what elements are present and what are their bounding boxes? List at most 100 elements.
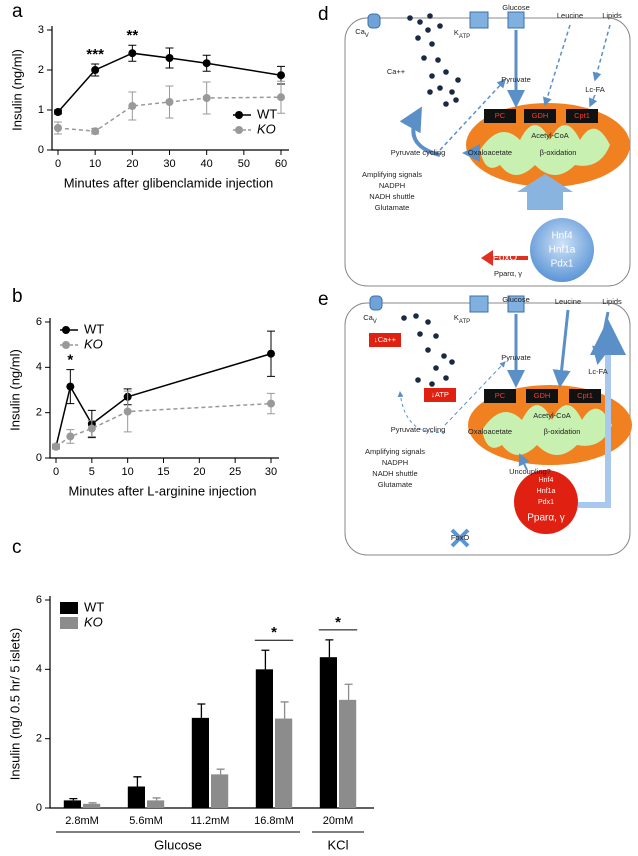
legend-marker	[62, 341, 70, 349]
marker	[123, 407, 132, 416]
granule	[443, 375, 449, 381]
granule	[429, 41, 435, 47]
granule	[435, 57, 441, 63]
y-tick-label: 0	[36, 452, 42, 464]
error-bar	[280, 701, 289, 719]
granule	[425, 319, 431, 325]
x-tick-label: 15	[157, 466, 169, 478]
legend-marker	[62, 326, 70, 334]
diagram-label: Pyruvate cycling	[391, 425, 446, 434]
error-bar	[197, 703, 206, 718]
diagram-label: β-oxidation	[540, 148, 577, 157]
panel-label: b	[12, 286, 23, 307]
granule	[417, 331, 423, 337]
diagram-label: Glutamate	[378, 480, 413, 489]
bar	[275, 718, 293, 808]
y-axis-label: Insulin (ng/ml)	[9, 49, 24, 131]
marker	[91, 66, 100, 74]
granule	[437, 23, 443, 29]
marker	[202, 59, 211, 68]
panel-label: e	[318, 289, 329, 310]
panel-label: c	[12, 537, 22, 558]
axis-line	[51, 26, 289, 151]
panel-label: a	[12, 1, 23, 22]
granule	[433, 333, 439, 339]
diagram-label: CaV	[363, 313, 377, 325]
series-line	[57, 96, 282, 132]
marker	[277, 93, 285, 102]
granule	[401, 315, 407, 321]
granule	[433, 365, 439, 371]
label-text: Ca	[355, 27, 365, 36]
label-box	[484, 109, 516, 123]
diagram-label: NADPH	[379, 181, 405, 190]
y-tick-label: 4	[36, 361, 42, 373]
diagram-label: KATP	[454, 313, 470, 325]
y-tick-label: 4	[36, 663, 42, 675]
error-bar	[344, 683, 353, 700]
x-tick-label: 40	[201, 158, 213, 170]
x-tick-label: 2.8mM	[65, 815, 99, 827]
diagram-d-shapes	[344, 11, 631, 287]
diagram-label: Glucose	[502, 295, 530, 304]
label-box	[569, 389, 601, 403]
x-tick-label: 5	[89, 466, 95, 478]
diagram-label: Pparα, γ	[527, 513, 564, 524]
diagram-label: GDH	[534, 391, 551, 400]
diagram-label: Lipids	[602, 11, 622, 20]
error-bar	[88, 802, 97, 804]
label-text: Ca	[363, 313, 373, 322]
granule	[443, 69, 449, 75]
x-tick-label: 20mM	[323, 815, 354, 827]
y-tick-label: 0	[38, 144, 44, 156]
x-tick-label: 10	[89, 158, 101, 170]
diagram-label: NADPH	[382, 458, 408, 467]
legend-marker	[235, 111, 243, 119]
x-tick-label: 5.6mM	[129, 815, 163, 827]
granule	[413, 313, 419, 319]
legend-label: KO	[84, 336, 103, 351]
diagram-label: Lc-FA	[588, 367, 608, 376]
diagram-label: Oxaloacetate	[468, 148, 512, 157]
legend-label: WT	[84, 321, 104, 336]
diagram-label: Pdx1	[538, 499, 554, 506]
x-tick-label: 60	[275, 158, 287, 170]
y-tick-label: 2	[36, 407, 42, 419]
significance: ***	[86, 46, 104, 63]
marker	[128, 102, 137, 110]
legend-label: WT	[257, 106, 277, 121]
diagram-label: Leucine	[557, 11, 583, 20]
diagram-label: FoxO	[451, 533, 470, 542]
diagram-label: PC	[495, 111, 506, 120]
x-tick-label: 50	[238, 158, 250, 170]
granule	[455, 77, 461, 83]
granule	[415, 35, 421, 41]
diagram-label: Amplifying signals	[362, 170, 422, 179]
marker	[91, 127, 100, 136]
granule	[407, 15, 413, 21]
granule	[425, 27, 431, 33]
x-tick-label: 11.2mM	[191, 815, 230, 827]
marker	[66, 432, 75, 441]
granule	[421, 55, 427, 61]
granule	[429, 73, 435, 79]
diagram-label: Lipids	[602, 297, 622, 306]
diagram-label: NADH shuttle	[372, 469, 417, 478]
granule	[449, 89, 455, 95]
label-box	[526, 389, 558, 403]
y-tick-label: 2	[36, 733, 42, 745]
significance: **	[126, 27, 138, 44]
legend-swatch	[60, 602, 78, 614]
diagram-label: Hnf1a	[549, 245, 576, 256]
legend-label: WT	[84, 599, 104, 614]
y-tick-label: 6	[36, 594, 42, 606]
label-sub: V	[365, 33, 369, 39]
bar	[339, 699, 357, 808]
bar	[127, 786, 145, 808]
bar	[319, 657, 337, 808]
diagram-label: FoxO	[493, 253, 518, 264]
marker	[202, 94, 211, 102]
granule	[437, 85, 443, 91]
error-bar	[325, 639, 334, 658]
